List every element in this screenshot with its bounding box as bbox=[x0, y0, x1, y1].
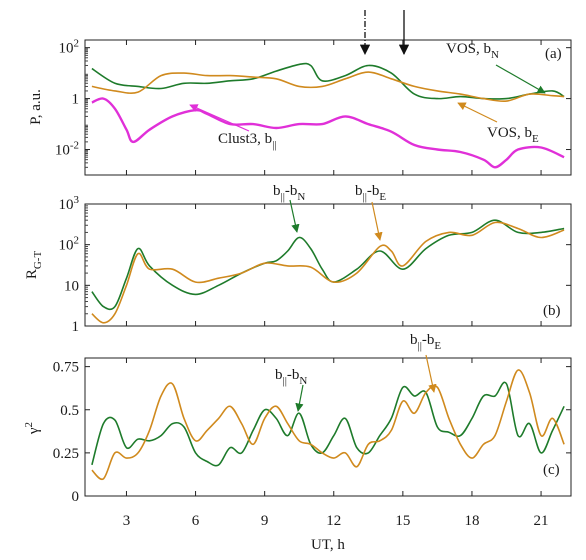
panel-b-frame bbox=[84, 203, 572, 327]
panel-a-ylabel: P, a.u. bbox=[28, 89, 44, 125]
panel-a-frame bbox=[84, 39, 572, 176]
ytick-label: 0.75 bbox=[53, 360, 79, 376]
annotation-vos-be: VOS, bE bbox=[487, 125, 539, 145]
series-line-orange bbox=[91, 369, 565, 481]
ytick-label: 0 bbox=[72, 489, 80, 505]
series-line-green bbox=[91, 219, 565, 311]
panel-b-label: (b) bbox=[543, 303, 561, 319]
annotation-vos-bn: VOS, bN bbox=[446, 41, 499, 61]
annotation-c-par-bn: b||-bN bbox=[275, 367, 307, 387]
panel-a-series bbox=[91, 62, 565, 169]
series-line-magenta bbox=[91, 97, 565, 169]
series-line-green bbox=[91, 381, 565, 467]
panel-b: 1 10 102 103 (b) RG-T b||-bN b||-bE bbox=[24, 183, 572, 335]
xtick-label: 9 bbox=[261, 513, 269, 529]
xtick-label: 18 bbox=[464, 513, 479, 529]
ytick-label: 0.5 bbox=[60, 403, 79, 419]
series-line-orange bbox=[91, 221, 565, 324]
xtick-label: 12 bbox=[326, 513, 341, 529]
ytick-label: 1 bbox=[72, 92, 80, 108]
panel-c-series bbox=[91, 369, 565, 481]
xtick-label: 15 bbox=[395, 513, 410, 529]
panel-c: 0 0.25 0.5 0.75 3 6 9 12 15 18 21 (c) γ2 UT, h b||… bbox=[23, 332, 572, 553]
panel-c-label: (c) bbox=[543, 462, 560, 478]
annotation-b-par-bn: b||-bN bbox=[273, 183, 305, 203]
x-axis-label: UT, h bbox=[311, 537, 345, 553]
annotation-b-par-be-arrow bbox=[371, 201, 383, 241]
annotation-c-par-bn-arrow bbox=[295, 384, 304, 412]
panel-a-label: (a) bbox=[545, 46, 562, 62]
panel-a: 10-2 1 102 (a) P, a.u. VOS, bN Clust3, b||… bbox=[28, 10, 572, 176]
ytick-label: 1 bbox=[72, 319, 80, 335]
ytick-label: 103 bbox=[59, 194, 80, 213]
annotation-clust3: Clust3, b|| bbox=[218, 131, 277, 151]
ytick-label: 102 bbox=[59, 38, 80, 57]
xtick-label: 3 bbox=[123, 513, 131, 529]
panel-c-ticks: 0 0.25 0.5 0.75 3 6 9 12 15 18 21 bbox=[53, 358, 571, 529]
series-line-green bbox=[91, 62, 565, 100]
panel-b-ylabel: RG-T bbox=[24, 251, 44, 280]
ytick-label: 0.25 bbox=[53, 446, 79, 462]
ytick-label: 10 bbox=[64, 278, 79, 294]
ytick-label: 102 bbox=[59, 235, 80, 254]
xtick-label: 6 bbox=[192, 513, 200, 529]
ytick-label: 10-2 bbox=[55, 140, 79, 159]
annotation-vos-be-arrow bbox=[457, 102, 498, 123]
annotation-b-par-be: b||-bE bbox=[355, 183, 386, 203]
xtick-label: 21 bbox=[534, 513, 549, 529]
panel-c-frame bbox=[84, 357, 572, 497]
series-line-orange bbox=[91, 71, 565, 103]
annotation-clust3-arrow bbox=[189, 104, 250, 132]
panel-b-series bbox=[91, 219, 565, 324]
panel-a-ticks: 10-2 1 102 bbox=[55, 38, 571, 175]
panel-b-ticks: 1 10 102 103 bbox=[59, 194, 571, 335]
annotation-c-par-be: b||-bE bbox=[410, 332, 441, 352]
panel-c-ylabel: γ2 bbox=[23, 422, 42, 435]
annotation-b-par-bn-arrow bbox=[289, 199, 300, 233]
annotation-c-par-be-arrow bbox=[425, 354, 437, 393]
annotation-vos-bn-arrow bbox=[495, 64, 546, 94]
